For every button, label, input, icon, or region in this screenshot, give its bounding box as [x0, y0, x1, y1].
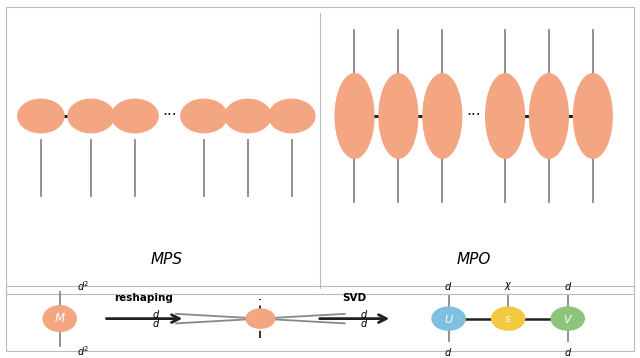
Text: $\chi$: $\chi$	[504, 280, 513, 291]
Ellipse shape	[378, 73, 419, 159]
Ellipse shape	[111, 98, 159, 134]
Text: $s$: $s$	[504, 314, 512, 324]
Text: MPO: MPO	[456, 252, 491, 267]
Text: $M$: $M$	[54, 312, 66, 325]
Text: $d$: $d$	[152, 318, 161, 329]
Ellipse shape	[42, 305, 77, 332]
Text: $U$: $U$	[444, 313, 454, 325]
Ellipse shape	[245, 308, 275, 329]
Text: $d$: $d$	[360, 318, 369, 329]
Ellipse shape	[224, 98, 272, 134]
Text: ···: ···	[467, 108, 481, 124]
Ellipse shape	[268, 98, 316, 134]
Ellipse shape	[17, 98, 65, 134]
Text: $d$: $d$	[564, 346, 572, 358]
Ellipse shape	[335, 73, 374, 159]
Text: SVD: SVD	[342, 292, 367, 303]
Ellipse shape	[180, 98, 228, 134]
Text: $d$: $d$	[444, 346, 452, 358]
Text: $d^2$: $d^2$	[77, 280, 90, 293]
Ellipse shape	[573, 73, 613, 159]
Text: $d^2$: $d^2$	[77, 344, 90, 358]
Text: ···: ···	[162, 108, 177, 124]
Text: $d$: $d$	[444, 280, 452, 291]
Text: reshaping: reshaping	[114, 292, 173, 303]
Ellipse shape	[422, 73, 462, 159]
Ellipse shape	[431, 306, 466, 331]
Ellipse shape	[485, 73, 525, 159]
Ellipse shape	[550, 306, 585, 331]
Ellipse shape	[491, 306, 525, 331]
Text: $d$: $d$	[360, 308, 369, 320]
Text: $d$: $d$	[564, 280, 572, 291]
Ellipse shape	[67, 98, 115, 134]
Text: MPS: MPS	[150, 252, 182, 267]
Ellipse shape	[529, 73, 569, 159]
Text: $V$: $V$	[563, 313, 573, 325]
Text: $d$: $d$	[152, 308, 161, 320]
